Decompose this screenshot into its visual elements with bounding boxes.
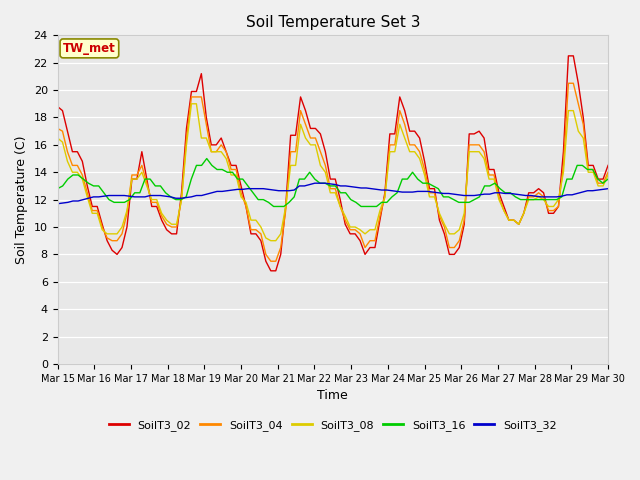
SoilT3_04 <box>54 126 61 132</box>
Text: TW_met: TW_met <box>63 42 116 55</box>
SoilT3_32 <box>316 180 324 186</box>
SoilT3_02 <box>431 186 438 192</box>
SoilT3_08 <box>436 210 444 216</box>
SoilT3_04 <box>604 169 612 175</box>
SoilT3_16 <box>538 197 545 203</box>
Line: SoilT3_32: SoilT3_32 <box>58 183 608 204</box>
SoilT3_04 <box>485 172 493 178</box>
SoilT3_04 <box>456 238 463 243</box>
SoilT3_08 <box>460 210 468 216</box>
SoilT3_02 <box>267 268 275 274</box>
SoilT3_16 <box>54 186 61 192</box>
SoilT3_32 <box>599 186 607 192</box>
SoilT3_02 <box>564 53 572 59</box>
SoilT3_08 <box>371 227 379 233</box>
SoilT3_02 <box>485 167 493 172</box>
Line: SoilT3_02: SoilT3_02 <box>58 56 608 271</box>
SoilT3_08 <box>490 176 498 182</box>
SoilT3_32 <box>311 180 319 186</box>
SoilT3_02 <box>54 104 61 109</box>
SoilT3_08 <box>595 183 602 189</box>
SoilT3_08 <box>604 172 612 178</box>
SoilT3_02 <box>604 163 612 168</box>
Line: SoilT3_04: SoilT3_04 <box>58 83 608 261</box>
SoilT3_02 <box>366 245 374 251</box>
SoilT3_16 <box>501 190 509 196</box>
Title: Soil Temperature Set 3: Soil Temperature Set 3 <box>246 15 420 30</box>
SoilT3_08 <box>267 238 275 243</box>
Line: SoilT3_16: SoilT3_16 <box>58 158 608 206</box>
SoilT3_02 <box>595 176 602 182</box>
SoilT3_08 <box>54 135 61 141</box>
Legend: SoilT3_02, SoilT3_04, SoilT3_08, SoilT3_16, SoilT3_32: SoilT3_02, SoilT3_04, SoilT3_08, SoilT3_… <box>104 416 561 435</box>
SoilT3_04 <box>564 80 572 86</box>
SoilT3_08 <box>252 217 260 223</box>
SoilT3_04 <box>247 227 255 233</box>
Y-axis label: Soil Temperature (C): Soil Temperature (C) <box>15 135 28 264</box>
SoilT3_16 <box>110 200 118 205</box>
SoilT3_32 <box>496 190 504 196</box>
SoilT3_04 <box>431 190 438 196</box>
SoilT3_32 <box>110 192 118 198</box>
SoilT3_16 <box>141 176 149 182</box>
SoilT3_02 <box>247 231 255 237</box>
SoilT3_32 <box>604 186 612 192</box>
SoilT3_16 <box>548 197 556 203</box>
SoilT3_08 <box>188 101 195 107</box>
SoilT3_04 <box>366 238 374 243</box>
SoilT3_32 <box>141 194 149 200</box>
SoilT3_16 <box>203 156 211 161</box>
SoilT3_04 <box>267 258 275 264</box>
SoilT3_16 <box>270 204 278 209</box>
Line: SoilT3_08: SoilT3_08 <box>58 104 608 240</box>
SoilT3_32 <box>532 193 540 199</box>
X-axis label: Time: Time <box>317 389 348 402</box>
SoilT3_32 <box>54 201 61 206</box>
SoilT3_16 <box>604 176 612 182</box>
SoilT3_04 <box>595 180 602 186</box>
SoilT3_02 <box>456 245 463 251</box>
SoilT3_16 <box>321 180 329 186</box>
